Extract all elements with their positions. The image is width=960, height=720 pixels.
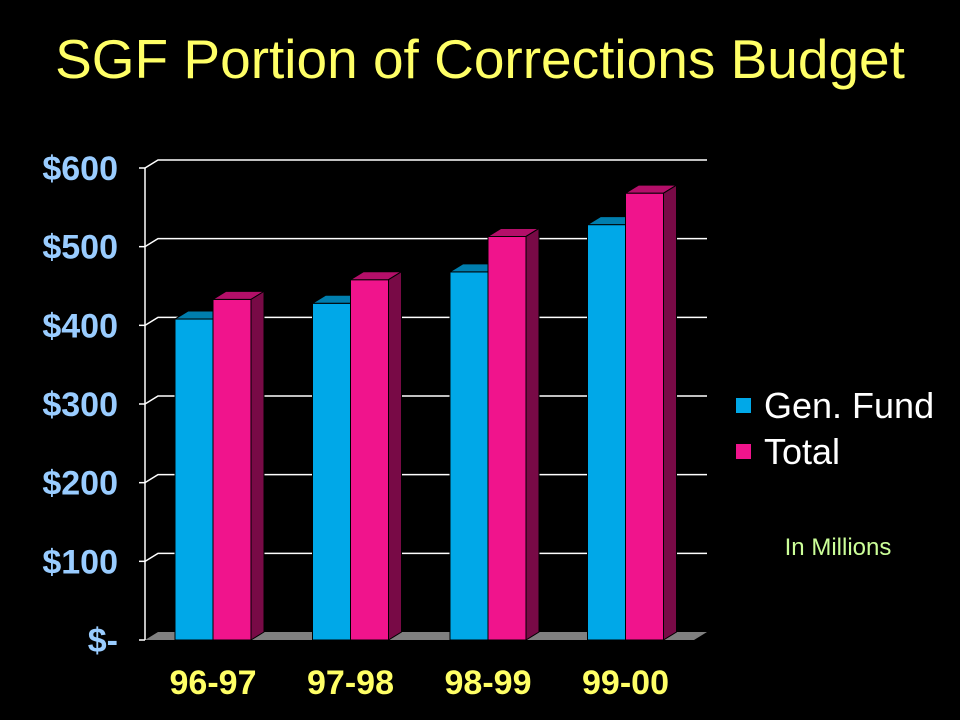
gridline xyxy=(144,159,707,169)
bar xyxy=(348,270,404,641)
bars xyxy=(173,184,679,641)
legend-label: Gen. Fund xyxy=(764,385,934,426)
bar xyxy=(623,184,679,641)
x-tick-labels: 96-97 97-98 98-99 99-00 xyxy=(170,664,669,702)
chart-floor xyxy=(145,632,707,640)
legend-swatch xyxy=(736,398,751,413)
y-tick-label: $400 xyxy=(42,307,118,345)
y-tick-label: $300 xyxy=(42,386,118,424)
x-tick-label: 97-98 xyxy=(307,664,394,702)
bar xyxy=(211,290,266,641)
y-tick-label: $- xyxy=(88,622,118,660)
axis xyxy=(139,167,707,641)
x-tick-label: 96-97 xyxy=(170,664,257,702)
y-tick-label: $600 xyxy=(42,150,118,188)
legend-label: Total xyxy=(764,431,840,472)
bar xyxy=(486,227,541,641)
legend-swatch xyxy=(736,444,751,459)
gridlines xyxy=(144,159,707,562)
x-tick-label: 99-00 xyxy=(582,664,669,702)
y-tick-label: $100 xyxy=(42,543,118,581)
x-tick-label: 98-99 xyxy=(445,664,532,702)
y-tick-label: $200 xyxy=(42,465,118,503)
legend: Gen. Fund Total xyxy=(736,385,934,472)
y-tick-labels: $- $100 $200 $300 $400 $500 $600 xyxy=(42,150,118,660)
units-annotation: In Millions xyxy=(785,534,892,561)
chart-title: SGF Portion of Corrections Budget xyxy=(55,28,905,90)
y-tick-label: $500 xyxy=(42,229,118,267)
